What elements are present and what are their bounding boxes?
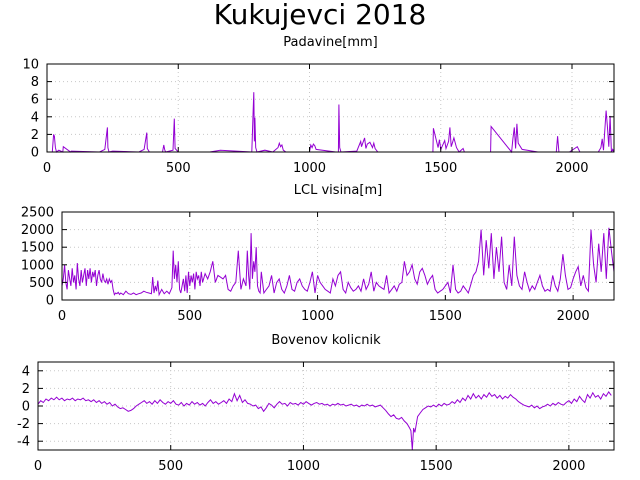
y-tick-label: 2000 (21, 223, 54, 238)
panel-boyden-index: Bovenov kolicnik -4 -2 0 2 4 0 500 1000 1500 2000 (17, 333, 615, 474)
panel-title-lcl-height: LCL visina[m] (294, 183, 382, 198)
x-tick-label: 500 (177, 309, 202, 324)
y-tick-label: 0 (22, 400, 30, 415)
chart-title: Kukujevci 2018 (214, 0, 427, 31)
x-tick-label: 1500 (420, 459, 453, 474)
x-tick-label: 2000 (555, 161, 588, 176)
y-tick-label: 2500 (21, 206, 54, 221)
y-tick-label: -2 (17, 417, 30, 432)
y-tick-label: 6 (31, 93, 39, 108)
x-tick-label: 2000 (552, 459, 585, 474)
panel-lcl-height: LCL visina[m] 0 500 1000 1500 2000 2500 0 500 100… (21, 183, 615, 324)
x-tick-label: 1500 (424, 161, 457, 176)
x-tick-label: 1000 (293, 161, 326, 176)
y-tick-label: 500 (29, 276, 54, 291)
panel-title-precipitation: Padavine[mm] (283, 35, 377, 50)
panel-title-boyden-index: Bovenov kolicnik (271, 333, 381, 348)
y-tick-label: 0 (31, 146, 39, 161)
plot-frame (61, 211, 615, 301)
y-tick-label: 1500 (21, 241, 54, 256)
y-tick-label: 4 (22, 364, 30, 379)
y-tick-label: 0 (46, 294, 54, 309)
series-line-lcl-height (61, 227, 615, 297)
y-tick-label: 8 (31, 75, 39, 90)
x-tick-label: 0 (58, 309, 66, 324)
series-line-boyden-index (37, 391, 612, 451)
panel-precipitation: Padavine[mm] 0 2 4 6 8 10 0 500 1000 1500 2000 (22, 35, 615, 176)
x-tick-label: 500 (166, 161, 191, 176)
x-tick-label: 1000 (287, 459, 320, 474)
y-tick-label: -4 (17, 435, 30, 450)
series-line-precipitation (47, 92, 615, 154)
x-tick-label: 1500 (429, 309, 462, 324)
plot-frame (46, 63, 615, 153)
x-tick-label: 2000 (557, 309, 590, 324)
y-tick-label: 2 (31, 128, 39, 143)
x-tick-label: 1000 (301, 309, 334, 324)
y-tick-label: 10 (22, 58, 39, 73)
y-tick-label: 1000 (21, 258, 54, 273)
y-tick-label: 4 (31, 110, 39, 125)
y-tick-label: 2 (22, 382, 30, 397)
x-tick-label: 0 (43, 161, 51, 176)
x-tick-label: 0 (34, 459, 42, 474)
x-tick-label: 500 (158, 459, 183, 474)
